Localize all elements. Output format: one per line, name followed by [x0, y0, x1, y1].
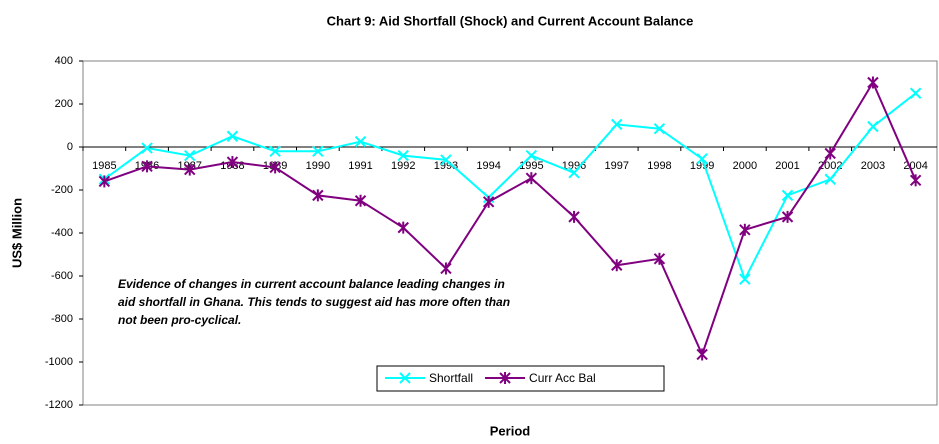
marker	[781, 210, 794, 223]
x-tick-label: 1985	[92, 160, 116, 172]
marker-stroke	[781, 189, 794, 202]
marker	[696, 153, 708, 165]
marker-stroke	[354, 135, 367, 148]
x-tick-label: 2000	[733, 160, 757, 172]
marker	[781, 189, 794, 202]
marker-stroke	[226, 130, 239, 142]
series-line	[104, 80, 917, 358]
marker	[184, 163, 196, 176]
marker	[399, 372, 411, 384]
marker	[226, 130, 239, 142]
marker	[568, 210, 580, 223]
marker	[867, 120, 879, 133]
y-tick-label: 200	[55, 98, 73, 110]
marker	[653, 123, 666, 135]
marker-stroke	[909, 87, 922, 99]
marker	[269, 161, 281, 174]
annotation: not been pro-cyclical.	[118, 313, 241, 327]
marker	[440, 262, 452, 275]
marker	[611, 118, 623, 131]
marker-stroke	[611, 118, 623, 131]
marker	[397, 221, 409, 234]
marker	[354, 135, 367, 148]
marker-stroke	[653, 123, 666, 135]
marker	[568, 167, 580, 179]
marker-stroke	[568, 167, 580, 179]
marker-stroke	[312, 145, 324, 158]
x-axis-label: Period	[490, 423, 531, 438]
marker	[312, 189, 324, 202]
marker	[611, 259, 623, 272]
marker	[909, 174, 922, 187]
marker	[98, 175, 111, 188]
marker	[354, 194, 367, 207]
chart-title: Chart 9: Aid Shortfall (Shock) and Curre…	[327, 13, 694, 28]
marker-stroke	[867, 120, 879, 133]
marker-stroke	[525, 149, 538, 162]
marker	[184, 149, 196, 162]
x-tick-label: 2001	[775, 160, 799, 172]
marker	[909, 87, 922, 99]
marker-stroke	[141, 142, 153, 154]
marker-stroke	[440, 154, 452, 166]
marker	[499, 372, 511, 384]
x-tick-label: 2004	[903, 160, 927, 172]
x-tick-label: 2003	[861, 160, 885, 172]
y-tick-label: -1000	[45, 356, 73, 368]
x-tick-label: 1994	[476, 160, 500, 172]
marker	[397, 149, 409, 162]
y-tick-label: 400	[55, 55, 73, 67]
x-tick-label: 1998	[647, 160, 671, 172]
x-tick-label: 1995	[519, 160, 543, 172]
marker	[824, 173, 836, 185]
marker	[525, 172, 538, 185]
x-tick-label: 1999	[690, 160, 714, 172]
y-tick-label: -600	[51, 270, 73, 282]
y-tick-label: -1200	[45, 399, 73, 411]
y-axis-label: US$ Million	[9, 198, 24, 268]
x-tick-label: 1992	[391, 160, 415, 172]
marker	[696, 348, 708, 361]
marker-stroke	[397, 149, 409, 162]
marker	[312, 145, 324, 158]
marker	[440, 154, 452, 166]
marker-stroke	[269, 145, 281, 158]
marker	[653, 252, 666, 265]
marker-stroke	[399, 372, 411, 384]
x-tick-label: 1993	[434, 160, 458, 172]
marker	[739, 223, 751, 236]
marker	[525, 149, 538, 162]
marker-stroke	[184, 149, 196, 162]
marker	[867, 76, 879, 89]
marker	[739, 273, 751, 285]
y-tick-label: -200	[51, 184, 73, 196]
marker	[141, 142, 153, 154]
annotation: aid shortfall in Ghana. This tends to su…	[118, 295, 510, 309]
y-tick-label: -400	[51, 227, 73, 239]
y-tick-label: 0	[67, 141, 73, 153]
x-tick-label: 1997	[605, 160, 629, 172]
marker	[269, 145, 281, 158]
marker	[824, 147, 836, 160]
legend: Shortfall Curr Acc Bal	[376, 365, 665, 392]
plot-area	[82, 60, 938, 406]
marker	[141, 160, 153, 173]
marker-stroke	[739, 273, 751, 285]
y-tick-label: -800	[51, 313, 73, 325]
legend-label: Shortfall	[429, 371, 473, 385]
marker	[226, 156, 239, 169]
x-tick-label: 1990	[306, 160, 330, 172]
marker	[482, 195, 495, 208]
legend-label: Curr Acc Bal	[529, 371, 596, 385]
annotation: Evidence of changes in current account b…	[118, 277, 505, 291]
marker-stroke	[696, 153, 708, 165]
x-tick-label: 1991	[348, 160, 372, 172]
x-tick-label: 1996	[562, 160, 586, 172]
series-line	[103, 92, 917, 282]
marker-stroke	[824, 173, 836, 185]
